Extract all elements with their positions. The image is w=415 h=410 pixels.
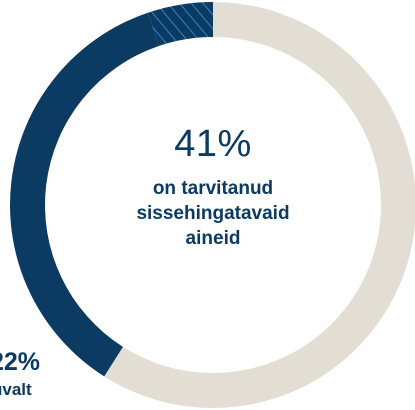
center-percent: 41% xyxy=(174,123,252,165)
donut-slice-1 xyxy=(10,12,160,377)
center-description: on tarvitanud sissehingatavaid aineid xyxy=(136,178,290,249)
callout-percent: 22% xyxy=(0,348,41,376)
donut-slices xyxy=(10,2,415,408)
donut-slice-0 xyxy=(104,2,415,408)
callout-label: uvalt xyxy=(0,380,32,399)
donut-slice-2 xyxy=(147,2,213,46)
